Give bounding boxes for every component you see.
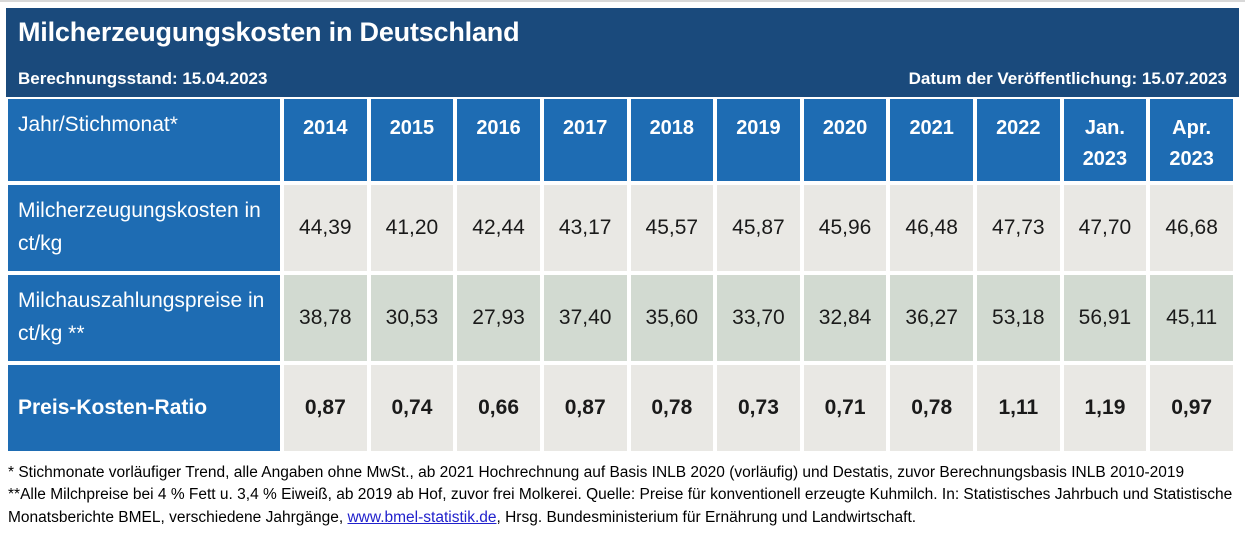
table-cell: 27,93 (457, 275, 540, 361)
table-cell: 56,91 (1063, 275, 1147, 361)
year-column-header: 2018 (630, 99, 714, 181)
table-cell: 0,87 (284, 365, 367, 451)
table-cell: 41,20 (370, 185, 454, 271)
table-cell: 0,78 (890, 365, 973, 451)
table-cell: 30,53 (370, 275, 454, 361)
year-column-header: 2014 (284, 99, 367, 181)
table-cell: 0,66 (457, 365, 540, 451)
year-column-header: 2017 (543, 99, 627, 181)
year-column-header: 2021 (890, 99, 973, 181)
table-cell: 0,97 (1150, 365, 1233, 451)
publication-date: Datum der Veröffentlichung: 15.07.2023 (908, 69, 1227, 88)
table-cell: 44,39 (284, 185, 367, 271)
table-cell: 1,11 (977, 365, 1060, 451)
footnote-2: **Alle Milchpreise bei 4 % Fett u. 3,4 %… (8, 484, 1235, 529)
bmel-statistik-link[interactable]: www.bmel-statistik.de (347, 508, 497, 526)
table-cell: 45,11 (1150, 275, 1233, 361)
corner-header-jahr-stichmonat: Jahr/Stichmonat* (8, 99, 280, 181)
table-cell: 37,40 (543, 275, 627, 361)
calculation-date: Berechnungsstand: 15.04.2023 (18, 69, 268, 88)
table-cell: 36,27 (890, 275, 973, 361)
row-label-auszahlungspreise: Milchauszahlungspreise in ct/kg ** (8, 275, 280, 361)
row-label-preis-kosten-ratio: Preis-Kosten-Ratio (8, 365, 280, 451)
footnote-1: * Stichmonate vorläufiger Trend, alle An… (8, 464, 1185, 481)
table-cell: 47,73 (977, 185, 1060, 271)
table-cell: 46,68 (1150, 185, 1233, 271)
table-cell: 38,78 (284, 275, 367, 361)
table-cell: 0,87 (543, 365, 627, 451)
table-cell: 45,96 (803, 185, 887, 271)
table-cell: 0,74 (370, 365, 454, 451)
table-cell: 53,18 (977, 275, 1060, 361)
table-row-preis-kosten-ratio: Preis-Kosten-Ratio 0,87 0,74 0,66 0,87 0… (8, 365, 1233, 451)
year-column-header: 2015 (370, 99, 454, 181)
table-cell: 33,70 (717, 275, 800, 361)
year-column-header: 2016 (457, 99, 540, 181)
header-banner: Milcherzeugungskosten in Deutschland Ber… (6, 8, 1239, 97)
footnote-2-text-before: **Alle Milchpreise bei 4 % Fett u. 3,4 %… (8, 486, 1233, 526)
table-cell: 45,87 (717, 185, 800, 271)
table-cell: 32,84 (803, 275, 887, 361)
banner-subline: Berechnungsstand: 15.04.2023 Datum der V… (18, 69, 1227, 89)
page-title: Milcherzeugungskosten in Deutschland (18, 17, 520, 47)
milk-cost-table: Jahr/Stichmonat* 2014 2015 2016 2017 201… (4, 95, 1237, 455)
table-cell: 43,17 (543, 185, 627, 271)
year-column-header: 2019 (717, 99, 800, 181)
footnote-2-text-after: , Hrsg. Bundesministerium für Ernährung … (496, 508, 917, 526)
table-header-row: Jahr/Stichmonat* 2014 2015 2016 2017 201… (8, 99, 1233, 181)
table-row-auszahlungspreise: Milchauszahlungspreise in ct/kg ** 38,78… (8, 275, 1233, 361)
row-label-erzeugungskosten: Milcherzeugungskosten in ct/kg (8, 185, 280, 271)
table-cell: 35,60 (630, 275, 714, 361)
table-cell: 42,44 (457, 185, 540, 271)
footnotes: * Stichmonate vorläufiger Trend, alle An… (6, 455, 1239, 529)
table-cell: 45,57 (630, 185, 714, 271)
table-cell: 47,70 (1063, 185, 1147, 271)
table-cell: 46,48 (890, 185, 973, 271)
year-column-header: Apr. 2023 (1150, 99, 1233, 181)
year-column-header: 2022 (977, 99, 1060, 181)
table-cell: 0,78 (630, 365, 714, 451)
table-cell: 0,71 (803, 365, 887, 451)
year-column-header: 2020 (803, 99, 887, 181)
table-cell: 1,19 (1063, 365, 1147, 451)
table-cell: 0,73 (717, 365, 800, 451)
table-row-erzeugungskosten: Milcherzeugungskosten in ct/kg 44,39 41,… (8, 185, 1233, 271)
year-column-header: Jan. 2023 (1063, 99, 1147, 181)
